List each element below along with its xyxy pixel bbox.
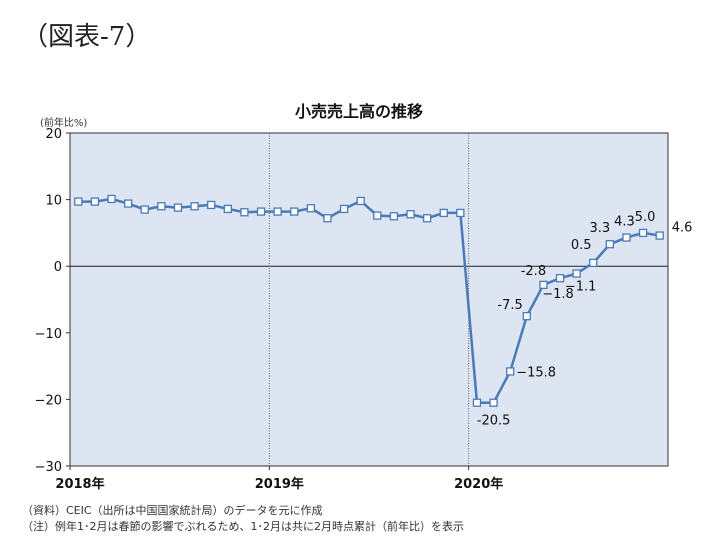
data-point [306, 204, 316, 213]
data-point [539, 280, 548, 289]
data-point [223, 204, 232, 214]
footnote: （注）例年1･2月は春節の影響でぶれるため、1･2月は共に2月時点累計（前年比）… [22, 520, 464, 533]
data-point [638, 228, 648, 238]
data-point [456, 208, 465, 218]
y-tick-label: 20 [45, 127, 62, 142]
data-label: 3.3 [590, 221, 611, 236]
data-point [555, 274, 565, 283]
data-point [622, 233, 631, 242]
data-point [572, 269, 581, 278]
source-note: （資料）CEIC（出所は中国国家統計局）のデータを元に作成 [22, 504, 323, 517]
y-axis-label: (前年比%) [40, 118, 88, 129]
figure-label: （図表-7） [22, 22, 152, 52]
data-point [190, 202, 199, 211]
data-point [256, 207, 266, 216]
data-point [589, 258, 598, 268]
data-point [489, 398, 498, 407]
data-point [472, 398, 482, 407]
data-label: −1.1 [565, 280, 597, 295]
data-point [207, 200, 216, 210]
data-point [389, 212, 399, 221]
data-point [655, 231, 664, 240]
data-point [290, 207, 299, 216]
data-point [240, 208, 249, 217]
data-point [173, 203, 183, 212]
data-label: 5.0 [635, 210, 656, 225]
data-label: −15.8 [516, 365, 556, 380]
data-label: 0.5 [571, 238, 592, 253]
y-tick-label: 10 [45, 194, 62, 209]
data-label: -2.8 [521, 264, 546, 279]
data-point [506, 367, 515, 376]
data-point [107, 194, 116, 204]
y-tick-label: −30 [35, 460, 62, 475]
data-point [439, 208, 448, 218]
data-point [90, 197, 100, 206]
data-label: 4.6 [672, 221, 693, 236]
data-point [605, 240, 615, 249]
x-tick-label: 2020年 [454, 476, 503, 492]
data-point [123, 199, 133, 208]
data-label: −1.8 [542, 287, 574, 302]
chart-notes: （資料）CEIC（出所は中国国家統計局）のデータを元に作成 （注）例年1･2月は… [22, 503, 464, 535]
data-label: -7.5 [497, 298, 522, 313]
data-point [339, 204, 349, 214]
data-point [323, 214, 332, 223]
data-label: -20.5 [477, 414, 511, 429]
data-point [74, 197, 83, 206]
y-tick-label: 0 [54, 260, 62, 275]
data-point [406, 210, 415, 219]
plot-area [69, 132, 669, 467]
y-tick-label: −10 [35, 327, 62, 342]
data-point [356, 196, 365, 206]
data-point [157, 202, 166, 211]
x-tick-label: 2018年 [55, 476, 104, 492]
data-point [422, 214, 432, 223]
y-tick-label: −20 [35, 393, 62, 408]
data-point [140, 205, 149, 214]
data-label: 4.3 [614, 215, 635, 230]
data-point [273, 207, 282, 216]
x-tick-label: 2019年 [255, 476, 304, 492]
chart-title: 小売売上高の推移 [294, 102, 423, 121]
data-point [522, 311, 531, 321]
data-point [373, 211, 382, 220]
